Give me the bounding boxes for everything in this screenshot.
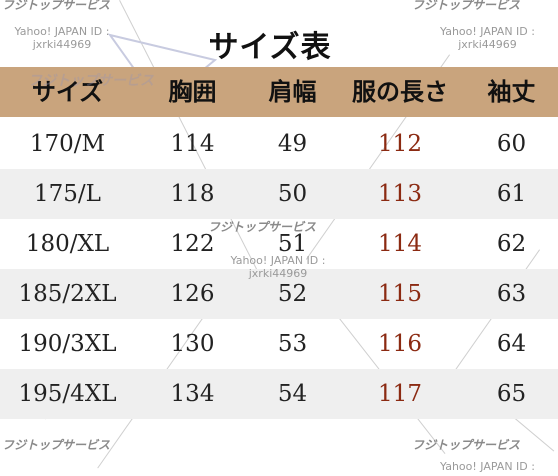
table-row: 170/M 114 49 112 60 (0, 119, 558, 169)
cell-chest: 134 (170, 381, 215, 407)
cell-size: 185/2XL (18, 281, 117, 307)
cell-sleeve: 63 (496, 281, 527, 307)
table-row: 175/L 118 50 113 61 (0, 169, 558, 219)
header-chest: 胸囲 (168, 78, 217, 106)
cell-length: 114 (378, 231, 422, 257)
cell-sleeve: 61 (496, 181, 527, 207)
table-row: 190/3XL 130 53 116 64 (0, 319, 558, 369)
table-header: サイズ 胸囲 肩幅 服の長さ 袖丈 (0, 67, 558, 117)
cell-length: 115 (378, 281, 422, 307)
cell-size: 175/L (34, 181, 101, 207)
cell-shoulder: 49 (277, 131, 308, 157)
cell-shoulder: 54 (277, 381, 308, 407)
table-row: 185/2XL 126 52 115 63 (0, 269, 558, 319)
cell-chest: 118 (170, 181, 215, 207)
header-size: サイズ (31, 78, 104, 106)
watermark-yahoo: Yahoo! JAPAN ID : jxrki44969 (14, 25, 110, 51)
header-length: 服の長さ (352, 78, 448, 106)
cell-size: 170/M (29, 131, 106, 157)
watermark-brand: フジトップサービス (2, 438, 111, 452)
cell-length: 112 (378, 131, 422, 157)
watermark-yahoo: Yahoo! JAPAN ID : jxrki44969 (440, 25, 535, 51)
table-row: 195/4XL 134 54 117 65 (0, 369, 558, 419)
watermark-brand-faint: フジトップサービス (28, 73, 154, 89)
cell-size: 195/4XL (18, 381, 117, 407)
header-sleeve: 袖丈 (487, 78, 536, 106)
page-title: サイズ表 (208, 30, 332, 65)
cell-shoulder: 53 (277, 331, 308, 357)
cell-shoulder: 51 (277, 231, 308, 257)
cell-chest: 122 (170, 231, 215, 257)
header-shoulder: 肩幅 (268, 78, 317, 106)
watermark-brand: フジトップサービス (208, 220, 317, 234)
cell-chest: 114 (170, 131, 215, 157)
cell-sleeve: 64 (496, 331, 527, 357)
table-row: 180/XL 122 51 114 62 (0, 219, 558, 269)
cell-length: 117 (378, 381, 422, 407)
cell-chest: 126 (170, 281, 215, 307)
watermark-brand: フジトップサービス (2, 0, 111, 12)
cell-length: 116 (378, 331, 422, 357)
cell-size: 190/3XL (18, 331, 117, 357)
cell-sleeve: 62 (496, 231, 527, 257)
watermark-yahoo: Yahoo! JAPAN ID : jxrki44969 (230, 254, 326, 280)
watermark-brand: フジトップサービス (412, 438, 521, 452)
cell-length: 113 (378, 181, 422, 207)
cell-sleeve: 65 (496, 381, 527, 407)
watermark-yahoo: Yahoo! JAPAN ID : (440, 460, 535, 473)
cell-shoulder: 52 (277, 281, 308, 307)
watermark-brand: フジトップサービス (412, 0, 521, 12)
cell-sleeve: 60 (496, 131, 527, 157)
cell-chest: 130 (170, 331, 215, 357)
cell-shoulder: 50 (277, 181, 308, 207)
cell-size: 180/XL (25, 231, 110, 257)
